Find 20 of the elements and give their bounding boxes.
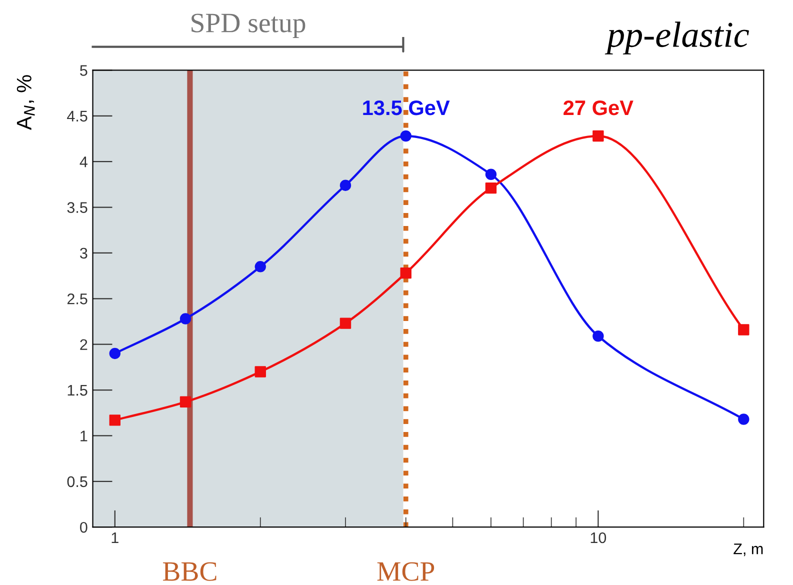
chart-title: pp-elastic (604, 22, 749, 54)
y-tick-label: 3 (80, 248, 88, 259)
y-tick-label: 2 (80, 339, 88, 350)
y-tick-label: 0 (80, 522, 88, 533)
y-tick-label: 3.5 (67, 202, 88, 213)
y-tick-label: 5 (80, 65, 88, 76)
y-tick-label: 4 (80, 156, 88, 168)
y-axis-title: A$_{N}$, % (16, 75, 35, 130)
y-tick-label: 1 (80, 430, 88, 442)
ref-line-label: MCP (377, 562, 434, 581)
x-tick-label: 10 (590, 532, 606, 544)
band-label: SPD setup (192, 14, 306, 38)
y-tick-label: 4.5 (67, 110, 88, 122)
series-label: 13.5 GeV (363, 100, 450, 116)
series-label: 27 GeV (564, 100, 634, 116)
y-tick-label: 0.5 (67, 476, 88, 488)
y-tick-label: 2.5 (67, 294, 88, 304)
x-axis-title: Z, m (734, 544, 763, 556)
y-tick-label: 1.5 (68, 385, 88, 396)
ref-line-label: BBC (162, 562, 216, 581)
